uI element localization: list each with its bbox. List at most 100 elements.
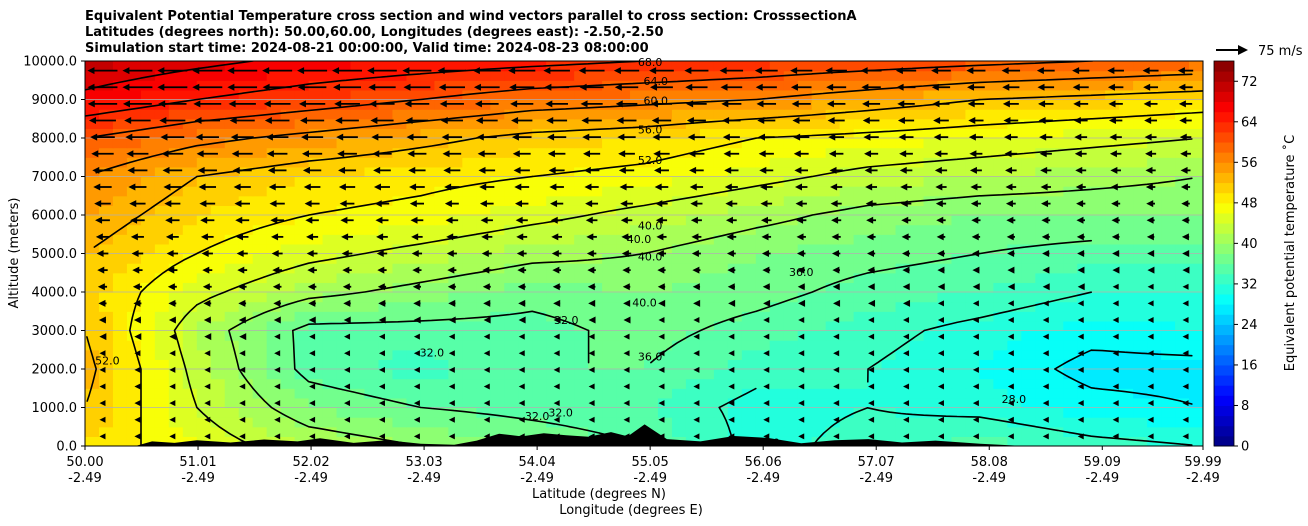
field-cell bbox=[490, 89, 505, 101]
wind-vector-head bbox=[972, 383, 979, 390]
field-cell bbox=[1189, 282, 1203, 293]
field-cell bbox=[1133, 176, 1148, 187]
field-cell bbox=[308, 118, 324, 129]
wind-vector-head bbox=[937, 383, 944, 390]
y-tick-label: 6000.0 bbox=[32, 209, 78, 224]
wind-vector-head bbox=[972, 433, 979, 440]
wind-vector-head bbox=[128, 183, 136, 191]
wind-vector-head bbox=[969, 166, 977, 174]
wind-vector-head bbox=[833, 366, 840, 373]
wind-vector-head bbox=[448, 316, 456, 324]
field-cell bbox=[224, 330, 240, 341]
field-cell bbox=[252, 243, 268, 255]
colorbar-swatch bbox=[1214, 395, 1234, 406]
field-cell bbox=[140, 378, 156, 389]
wind-vector-head bbox=[165, 216, 173, 224]
colorbar-tick-label: 64 bbox=[1241, 115, 1258, 130]
colorbar-swatch bbox=[1214, 182, 1234, 194]
field-cell bbox=[923, 138, 939, 149]
field-cell bbox=[1077, 224, 1092, 235]
field-cell bbox=[434, 118, 449, 129]
wind-vector-head bbox=[1040, 166, 1048, 174]
field-cell bbox=[154, 301, 170, 312]
field-cell bbox=[671, 359, 687, 370]
wind-vector-head bbox=[618, 150, 626, 158]
field-cell bbox=[1133, 224, 1148, 235]
wind-vector-head bbox=[1007, 400, 1014, 407]
field-cell bbox=[210, 292, 226, 303]
field-cell bbox=[671, 263, 687, 274]
field-cell bbox=[1105, 176, 1120, 187]
field-cell bbox=[825, 417, 841, 428]
wind-vector-head bbox=[238, 316, 246, 324]
field-cell bbox=[881, 426, 897, 437]
field-cell bbox=[1091, 176, 1106, 187]
field-cell bbox=[476, 186, 491, 197]
field-cell bbox=[644, 176, 659, 187]
field-cell bbox=[322, 417, 338, 428]
wind-vector-head bbox=[972, 300, 979, 307]
field-cell bbox=[294, 243, 310, 255]
x-tick-label-latitude: 59.99 bbox=[1184, 455, 1221, 470]
field-cell bbox=[895, 349, 911, 360]
field-cell bbox=[224, 176, 240, 187]
wind-vector-head bbox=[1147, 383, 1154, 390]
wind-vector-head bbox=[343, 316, 351, 324]
field-cell bbox=[392, 426, 408, 437]
field-cell bbox=[1077, 340, 1092, 351]
field-cell bbox=[336, 176, 352, 187]
field-cell bbox=[560, 89, 575, 101]
field-cell bbox=[1105, 263, 1120, 274]
field-cell bbox=[881, 195, 897, 206]
field-cell bbox=[979, 292, 994, 303]
wind-vector-head bbox=[935, 183, 943, 191]
field-cell bbox=[308, 157, 324, 168]
wind-vector-head bbox=[585, 200, 593, 208]
field-cell bbox=[1021, 426, 1036, 437]
field-cell bbox=[713, 426, 729, 437]
field-cell bbox=[630, 417, 645, 428]
field-cell bbox=[85, 243, 100, 255]
field-cell bbox=[112, 118, 128, 129]
field-cell bbox=[196, 378, 212, 389]
field-cell bbox=[993, 407, 1008, 418]
field-cell bbox=[420, 301, 435, 312]
field-cell bbox=[783, 292, 799, 303]
field-cell bbox=[280, 311, 296, 322]
field-cell bbox=[1119, 282, 1134, 293]
field-cell bbox=[839, 99, 855, 110]
wind-vector-head bbox=[483, 333, 490, 340]
field-cell bbox=[154, 436, 170, 446]
field-cell bbox=[308, 224, 324, 235]
wind-vector-head bbox=[832, 283, 840, 291]
field-cell bbox=[1049, 359, 1064, 370]
field-cell bbox=[881, 369, 897, 380]
field-cell bbox=[1007, 397, 1022, 409]
wind-vector-head bbox=[204, 383, 211, 390]
wind-vector-head bbox=[545, 100, 553, 108]
field-cell bbox=[210, 166, 226, 178]
field-cell bbox=[853, 282, 869, 293]
field-cell bbox=[182, 263, 198, 274]
field-cell bbox=[434, 234, 449, 245]
field-cell bbox=[783, 349, 799, 360]
field-cell bbox=[406, 272, 421, 283]
field-cell bbox=[909, 378, 925, 389]
field-cell bbox=[364, 263, 380, 274]
field-cell bbox=[504, 397, 519, 409]
field-cell bbox=[322, 311, 338, 322]
field-cell bbox=[1063, 426, 1078, 437]
wind-vector-head bbox=[1146, 200, 1154, 208]
field-cell bbox=[797, 195, 813, 206]
field-cell bbox=[727, 282, 743, 293]
wind-vector-head bbox=[1182, 400, 1189, 407]
field-cell bbox=[644, 378, 659, 389]
wind-vector-head bbox=[551, 250, 559, 257]
wind-vector-head bbox=[130, 216, 138, 224]
field-cell bbox=[937, 272, 953, 283]
field-cell bbox=[1175, 138, 1190, 149]
field-cell bbox=[532, 205, 547, 216]
field-cell bbox=[769, 426, 785, 437]
wind-vector-head bbox=[157, 83, 165, 91]
field-cell bbox=[406, 128, 421, 139]
